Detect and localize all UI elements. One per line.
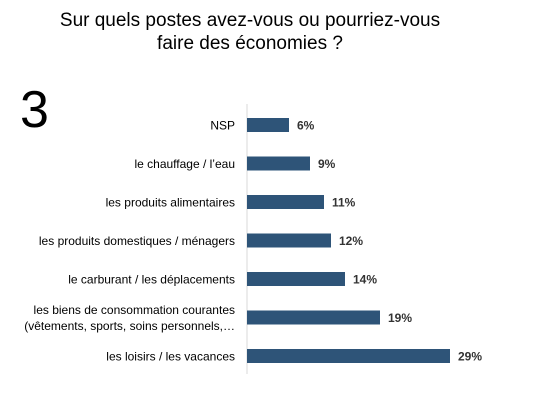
value-label-0: 6% [297,119,315,133]
category-label-5-line-1: (vêtements, sports, soins personnels,… [24,319,235,333]
chart-title-line-2: faire des économies ? [157,33,343,54]
category-label-3: les produits domestiques / ménagers [39,234,235,248]
slide-number: 3 [20,81,49,139]
category-label-6: les loisirs / les vacances [106,350,235,364]
chart-title-line-1: Sur quels postes avez-vous ou pourriez-v… [59,10,441,31]
bar-3 [247,233,331,248]
bar-0 [247,118,289,132]
value-label-5: 19% [388,311,412,325]
value-label-1: 9% [318,157,336,171]
bar-4 [247,272,345,286]
bar-1 [247,156,310,171]
bars-group [247,118,450,363]
bar-5 [247,310,380,325]
bar-6 [247,349,450,363]
bar-2 [247,195,324,209]
value-label-6: 29% [458,350,482,364]
value-label-4: 14% [353,273,377,287]
value-label-2: 11% [332,196,356,210]
category-label-1: le chauffage / l’eau [134,157,235,171]
category-label-5-line-0: les biens de consommation courantes [34,303,235,317]
category-label-0: NSP [210,119,235,133]
value-label-3: 12% [339,234,363,248]
category-label-4: le carburant / les déplacements [68,273,235,287]
value-labels-group: 6% 9% 11% 12% 14% 19% 29% [297,119,482,364]
chart-title: Sur quels postes avez-vous ou pourriez-v… [40,9,460,55]
category-labels-group: NSP le chauffage / l’eau les produits alim… [24,119,235,364]
category-label-2: les produits alimentaires [106,196,235,210]
